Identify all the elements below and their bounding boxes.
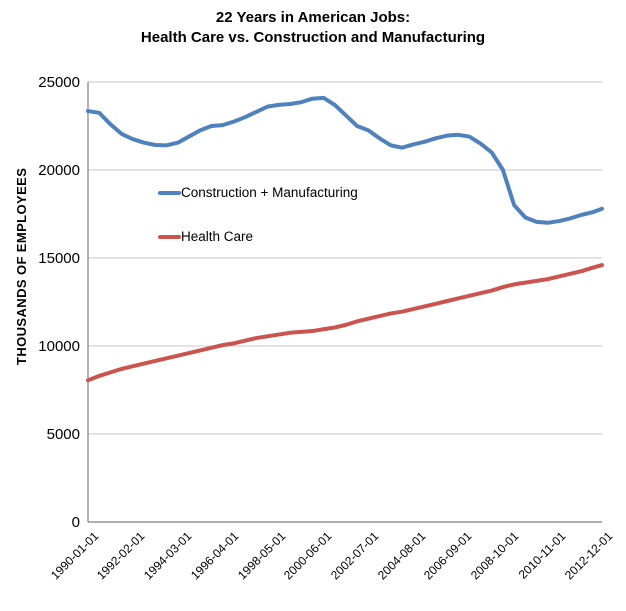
legend-swatch bbox=[158, 190, 181, 195]
y-tick-label: 0 bbox=[71, 514, 80, 531]
series-line-health-care bbox=[86, 263, 604, 383]
legend-item-construction-manufacturing: Construction + Manufacturing bbox=[158, 185, 358, 200]
chart-title-line2: Health Care vs. Construction and Manufac… bbox=[140, 29, 486, 46]
y-tick-label: 5000 bbox=[46, 426, 80, 443]
y-tick-label: 10000 bbox=[38, 338, 80, 355]
legend-item-health-care: Health Care bbox=[158, 229, 253, 244]
y-tick-label: 25000 bbox=[38, 74, 80, 91]
y-tick-label: 15000 bbox=[38, 250, 80, 267]
y-tick-label: 20000 bbox=[38, 162, 80, 179]
legend-label: Health Care bbox=[181, 229, 254, 244]
legend-label: Construction + Manufacturing bbox=[181, 185, 358, 200]
chart-title: 22 Years in American Jobs: Health Care v… bbox=[0, 8, 626, 48]
legend-swatch bbox=[158, 234, 181, 239]
chart-title-line1: 22 Years in American Jobs: bbox=[215, 9, 411, 26]
series-line-construction-manufacturing bbox=[86, 95, 604, 225]
